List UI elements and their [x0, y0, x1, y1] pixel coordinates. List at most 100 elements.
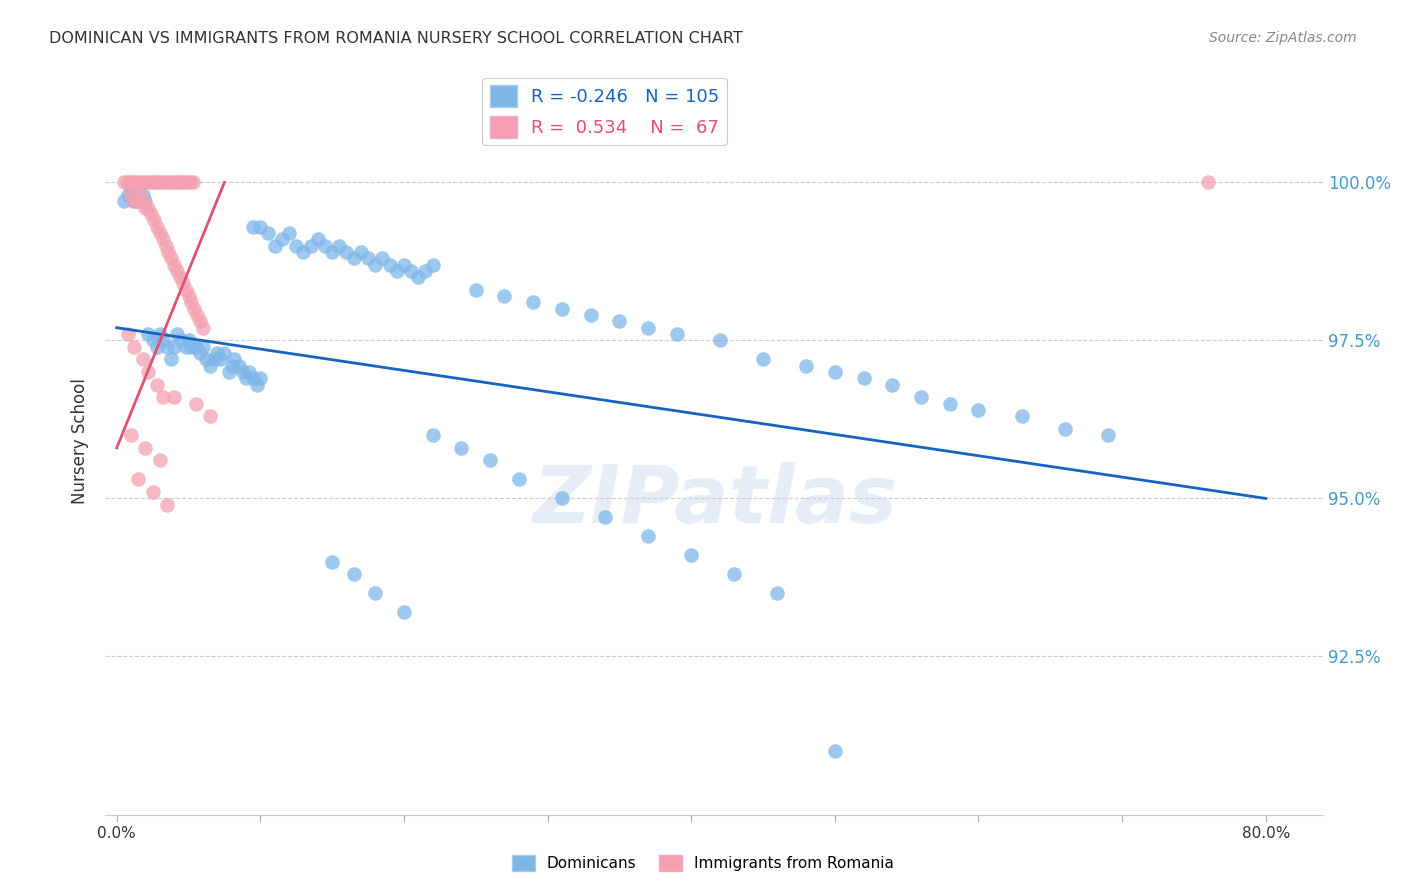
Point	[129, 175, 152, 189]
Point	[173, 175, 195, 189]
Point	[160, 251, 183, 265]
Point	[191, 340, 214, 354]
Point	[118, 175, 141, 189]
Point	[148, 175, 170, 189]
Point	[238, 365, 260, 379]
Point	[938, 396, 960, 410]
Point	[221, 359, 243, 373]
Point	[235, 371, 257, 385]
Point	[174, 340, 197, 354]
Point	[328, 238, 350, 252]
Point	[155, 238, 177, 252]
Point	[152, 334, 174, 348]
Point	[131, 188, 153, 202]
Point	[177, 289, 200, 303]
Point	[156, 340, 179, 354]
Point	[824, 365, 846, 379]
Point	[270, 232, 292, 246]
Point	[450, 441, 472, 455]
Point	[165, 175, 187, 189]
Point	[117, 326, 139, 341]
Point	[343, 251, 366, 265]
Point	[385, 264, 408, 278]
Point	[1053, 422, 1076, 436]
Point	[153, 175, 176, 189]
Point	[122, 194, 145, 209]
Point	[120, 188, 142, 202]
Point	[149, 326, 172, 341]
Point	[127, 194, 149, 209]
Point	[198, 359, 221, 373]
Point	[364, 586, 387, 600]
Point	[278, 226, 301, 240]
Point	[422, 428, 444, 442]
Legend: R = -0.246   N = 105, R =  0.534    N =  67: R = -0.246 N = 105, R = 0.534 N = 67	[482, 78, 727, 145]
Point	[665, 326, 688, 341]
Point	[508, 472, 530, 486]
Point	[285, 238, 308, 252]
Point	[146, 377, 169, 392]
Point	[415, 264, 437, 278]
Point	[228, 359, 250, 373]
Text: ZIPatlas: ZIPatlas	[531, 462, 897, 541]
Point	[172, 277, 194, 291]
Point	[422, 258, 444, 272]
Point	[180, 340, 202, 354]
Point	[609, 314, 631, 328]
Point	[146, 340, 169, 354]
Point	[166, 326, 188, 341]
Legend: Dominicans, Immigrants from Romania: Dominicans, Immigrants from Romania	[506, 849, 900, 877]
Point	[399, 264, 422, 278]
Point	[242, 371, 264, 385]
Point	[121, 175, 143, 189]
Point	[122, 340, 145, 354]
Point	[188, 346, 211, 360]
Point	[112, 175, 135, 189]
Point	[167, 175, 190, 189]
Point	[207, 346, 229, 360]
Point	[479, 453, 502, 467]
Point	[314, 238, 336, 252]
Point	[794, 359, 817, 373]
Point	[170, 334, 193, 348]
Point	[408, 270, 430, 285]
Point	[224, 352, 246, 367]
Point	[120, 181, 142, 195]
Point	[307, 232, 329, 246]
Point	[177, 334, 200, 348]
Point	[146, 219, 169, 234]
Point	[194, 352, 217, 367]
Point	[135, 175, 157, 189]
Point	[198, 409, 221, 424]
Point	[184, 396, 207, 410]
Point	[176, 175, 198, 189]
Point	[122, 194, 145, 209]
Point	[824, 744, 846, 758]
Point	[128, 188, 150, 202]
Point	[357, 251, 380, 265]
Point	[145, 175, 167, 189]
Point	[115, 175, 138, 189]
Point	[637, 529, 659, 543]
Point	[141, 207, 163, 221]
Point	[159, 175, 181, 189]
Point	[910, 390, 932, 404]
Point	[127, 472, 149, 486]
Point	[188, 314, 211, 328]
Point	[723, 567, 745, 582]
Point	[125, 194, 148, 209]
Point	[170, 175, 193, 189]
Point	[1197, 175, 1219, 189]
Point	[134, 441, 156, 455]
Point	[392, 605, 415, 619]
Point	[157, 244, 180, 259]
Point	[392, 258, 415, 272]
Point	[299, 238, 322, 252]
Point	[882, 377, 904, 392]
Point	[149, 226, 172, 240]
Text: DOMINICAN VS IMMIGRANTS FROM ROMANIA NURSERY SCHOOL CORRELATION CHART: DOMINICAN VS IMMIGRANTS FROM ROMANIA NUR…	[49, 31, 742, 46]
Point	[681, 549, 703, 563]
Point	[120, 428, 142, 442]
Point	[138, 175, 160, 189]
Point	[242, 219, 264, 234]
